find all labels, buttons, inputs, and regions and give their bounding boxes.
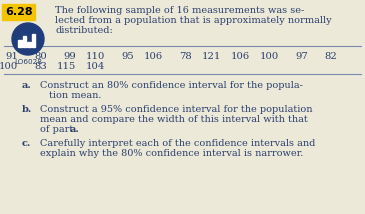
Text: 97: 97: [295, 52, 308, 61]
Text: 91: 91: [5, 52, 18, 61]
Text: explain why the 80% confidence interval is narrower.: explain why the 80% confidence interval …: [40, 149, 303, 158]
Text: 100: 100: [0, 62, 18, 71]
Text: tion mean.: tion mean.: [49, 91, 101, 100]
Text: LO6028: LO6028: [14, 59, 42, 65]
Text: 106: 106: [144, 52, 163, 61]
Text: 99: 99: [63, 52, 76, 61]
Text: 121: 121: [201, 52, 221, 61]
Text: mean and compare the width of this interval with that: mean and compare the width of this inter…: [40, 115, 308, 124]
Text: The following sample of 16 measurements was se-: The following sample of 16 measurements …: [55, 6, 304, 15]
Text: b.: b.: [22, 105, 32, 114]
Text: 100: 100: [260, 52, 279, 61]
Text: Construct a 95% confidence interval for the population: Construct a 95% confidence interval for …: [40, 105, 312, 114]
Bar: [23, 36, 26, 47]
Text: 95: 95: [121, 52, 134, 61]
Text: 104: 104: [86, 62, 105, 71]
Text: Construct an 80% confidence interval for the popula-: Construct an 80% confidence interval for…: [40, 81, 303, 90]
Text: of part: of part: [40, 125, 76, 134]
Text: 6.28: 6.28: [5, 7, 32, 17]
Text: lected from a population that is approximately normally: lected from a population that is approxi…: [55, 16, 332, 25]
Bar: [27, 42, 31, 47]
Bar: [18, 40, 22, 47]
Text: 106: 106: [231, 52, 250, 61]
Text: distributed:: distributed:: [55, 26, 113, 35]
Text: a.: a.: [22, 81, 32, 90]
Circle shape: [12, 23, 44, 55]
Text: 78: 78: [179, 52, 192, 61]
Bar: [32, 34, 35, 47]
Text: c.: c.: [22, 139, 31, 148]
Text: 83: 83: [34, 62, 47, 71]
Text: 82: 82: [324, 52, 337, 61]
Text: a.: a.: [70, 125, 80, 134]
Text: 80: 80: [34, 52, 47, 61]
Text: 110: 110: [86, 52, 105, 61]
Text: Carefully interpret each of the confidence intervals and: Carefully interpret each of the confiden…: [40, 139, 315, 148]
Text: 115: 115: [57, 62, 76, 71]
